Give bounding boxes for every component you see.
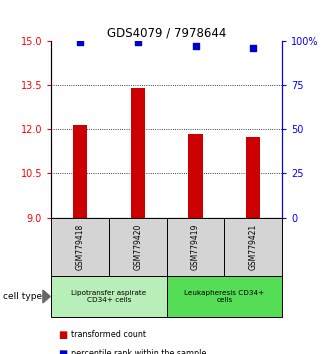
Text: ■: ■ (58, 349, 67, 354)
Bar (131, 88, 145, 218)
Bar (73, 125, 87, 218)
Text: Leukapheresis CD34+
cells: Leukapheresis CD34+ cells (184, 290, 265, 303)
Text: cell type: cell type (3, 292, 43, 301)
Text: transformed count: transformed count (71, 330, 146, 339)
Text: GSM779420: GSM779420 (133, 224, 142, 270)
Point (251, 45, 256, 51)
Text: ■: ■ (58, 330, 67, 339)
Point (193, 43, 198, 49)
Text: GSM779421: GSM779421 (249, 224, 258, 270)
Title: GDS4079 / 7978644: GDS4079 / 7978644 (107, 27, 226, 40)
Point (77, 40, 82, 45)
Bar (188, 133, 203, 218)
Text: percentile rank within the sample: percentile rank within the sample (71, 349, 206, 354)
Text: GSM779418: GSM779418 (76, 224, 84, 270)
Point (135, 40, 140, 45)
Text: Lipotransfer aspirate
CD34+ cells: Lipotransfer aspirate CD34+ cells (71, 290, 147, 303)
Bar (246, 137, 260, 218)
Text: GSM779419: GSM779419 (191, 224, 200, 270)
